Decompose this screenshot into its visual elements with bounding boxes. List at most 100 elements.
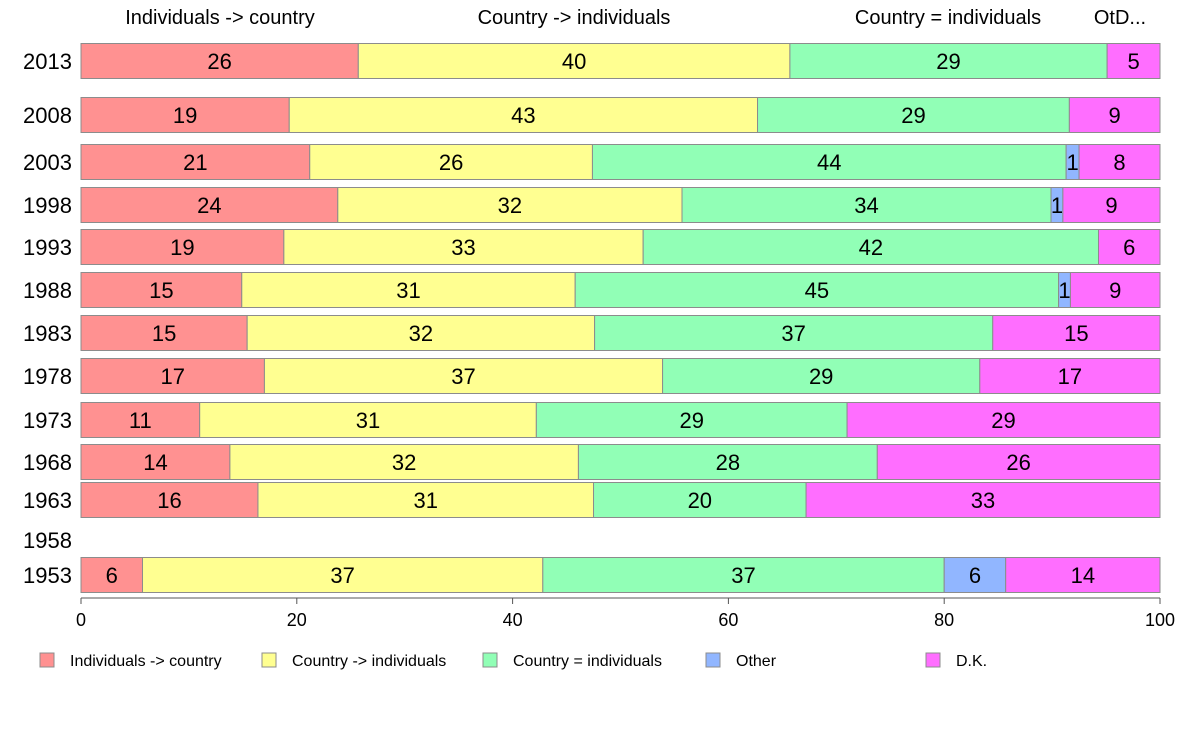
- x-tick-label: 80: [934, 610, 954, 630]
- legend-swatch: [705, 652, 721, 668]
- data-label: 9: [1105, 193, 1117, 218]
- bar-segment: [642, 229, 1099, 265]
- bar-segment: [789, 43, 1108, 79]
- legend-swatch: [261, 652, 277, 668]
- bar-segment: [199, 402, 537, 438]
- data-label: 19: [173, 103, 197, 128]
- data-label: 44: [817, 150, 841, 175]
- data-label: 37: [330, 563, 354, 588]
- data-label: 26: [1006, 450, 1030, 475]
- bar-segment: [805, 482, 1161, 518]
- bar-segment: [80, 482, 259, 518]
- data-label: 32: [409, 321, 433, 346]
- data-label: 29: [936, 49, 960, 74]
- data-label: 34: [854, 193, 878, 218]
- bar-segment: [1078, 144, 1161, 180]
- data-label: 37: [451, 364, 475, 389]
- data-label: 40: [562, 49, 586, 74]
- data-label: 33: [451, 235, 475, 260]
- data-label: 15: [152, 321, 176, 346]
- x-tick-label: 0: [76, 610, 86, 630]
- bar-segment: [80, 358, 265, 394]
- category-label: 1993: [23, 235, 72, 260]
- bar-segment: [681, 187, 1052, 223]
- x-tick-label: 40: [503, 610, 523, 630]
- legend-swatch: [482, 652, 498, 668]
- category-label: 1968: [23, 450, 72, 475]
- category-label: 2013: [23, 49, 72, 74]
- data-label: 1: [1051, 193, 1063, 218]
- bar-segment: [1068, 97, 1161, 133]
- bar-segment: [1062, 187, 1161, 223]
- bar-segment: [80, 315, 248, 351]
- category-label: 1988: [23, 278, 72, 303]
- legend-label: D.K.: [956, 653, 987, 670]
- data-label: 9: [1109, 278, 1121, 303]
- legend-label: Other: [736, 653, 777, 670]
- bar-segment: [288, 97, 759, 133]
- data-label: 29: [901, 103, 925, 128]
- category-label: 1973: [23, 408, 72, 433]
- data-label: 8: [1113, 150, 1125, 175]
- data-label: 17: [1058, 364, 1082, 389]
- bar-segment: [246, 315, 596, 351]
- bar-segment: [574, 272, 1060, 308]
- bar-segment: [229, 444, 579, 480]
- bar-segment: [1005, 557, 1161, 593]
- data-label: 1: [1066, 150, 1078, 175]
- bar-segment: [1069, 272, 1161, 308]
- bar-segment: [80, 144, 311, 180]
- x-tick-label: 60: [718, 610, 738, 630]
- bar-segment: [846, 402, 1161, 438]
- category-label: 1953: [23, 563, 72, 588]
- data-label: 31: [413, 488, 437, 513]
- bar-segment: [542, 557, 945, 593]
- legend-label: Individuals -> country: [70, 653, 222, 670]
- data-label: 9: [1109, 103, 1121, 128]
- bar-segment: [80, 444, 231, 480]
- data-label: 6: [1123, 235, 1135, 260]
- bar-segment: [1106, 43, 1161, 79]
- bar-segment: [337, 187, 683, 223]
- category-label: 1963: [23, 488, 72, 513]
- bar-segment: [1097, 229, 1161, 265]
- data-label: 19: [170, 235, 194, 260]
- bar-segment: [593, 482, 807, 518]
- bar-segment: [992, 315, 1161, 351]
- bar-segment: [80, 557, 144, 593]
- data-label: 32: [498, 193, 522, 218]
- top-series-label: Country = individuals: [855, 7, 1041, 29]
- bar-segment: [241, 272, 576, 308]
- bar-segment: [80, 187, 339, 223]
- category-label: 1998: [23, 193, 72, 218]
- bar-segment: [577, 444, 878, 480]
- data-label: 14: [143, 450, 167, 475]
- category-label: 1983: [23, 321, 72, 346]
- data-label: 42: [859, 235, 883, 260]
- bar-segment: [979, 358, 1161, 394]
- bar-segment: [357, 43, 791, 79]
- bar-segment: [263, 358, 664, 394]
- data-label: 15: [149, 278, 173, 303]
- data-label: 21: [183, 150, 207, 175]
- data-label: 24: [197, 193, 221, 218]
- category-label: 2003: [23, 150, 72, 175]
- data-label: 26: [439, 150, 463, 175]
- top-series-label: Country -> individuals: [478, 7, 671, 29]
- data-label: 15: [1064, 321, 1088, 346]
- top-series-label: Individuals -> country: [125, 7, 315, 29]
- data-label: 37: [781, 321, 805, 346]
- data-label: 6: [106, 563, 118, 588]
- category-label: 1958: [23, 528, 72, 553]
- data-label: 28: [716, 450, 740, 475]
- bar-segment: [80, 229, 285, 265]
- bar-segment: [757, 97, 1070, 133]
- bar-segment: [535, 402, 848, 438]
- data-label: 16: [157, 488, 181, 513]
- data-label: 26: [207, 49, 231, 74]
- data-label: 1: [1058, 278, 1070, 303]
- data-label: 11: [129, 408, 152, 433]
- bar-segment: [309, 144, 593, 180]
- data-label: 29: [679, 408, 703, 433]
